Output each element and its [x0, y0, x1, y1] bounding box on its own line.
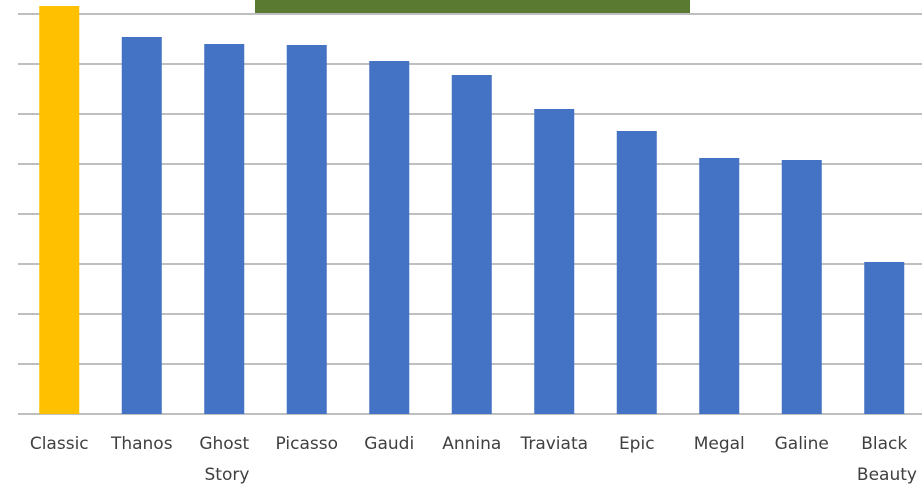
- bar: [534, 109, 575, 414]
- x-tick-label: Black Beauty: [852, 434, 917, 485]
- bar: [121, 37, 162, 414]
- bar: [699, 158, 740, 414]
- bar: [204, 44, 245, 414]
- x-tick-label: Gaudi: [364, 434, 414, 454]
- x-tick-label: Epic: [619, 434, 655, 454]
- x-tick-label: Picasso: [276, 434, 338, 454]
- x-tick-label: Ghost Story: [199, 434, 249, 485]
- bar: [781, 160, 822, 414]
- x-tick-label: Thanos: [110, 434, 173, 454]
- bar: [286, 45, 327, 414]
- bar: [616, 131, 657, 414]
- bar: [864, 262, 905, 414]
- x-tick-label: Traviata: [519, 434, 588, 454]
- x-tick-label: Classic: [30, 434, 89, 454]
- bar: [39, 6, 80, 414]
- x-tick-label: Megal: [694, 434, 745, 454]
- bar: [451, 75, 492, 414]
- photo-strip: [255, 0, 690, 14]
- x-tick-label: Galine: [775, 434, 829, 454]
- x-tick-label: Annina: [442, 434, 501, 454]
- bar: [369, 61, 410, 414]
